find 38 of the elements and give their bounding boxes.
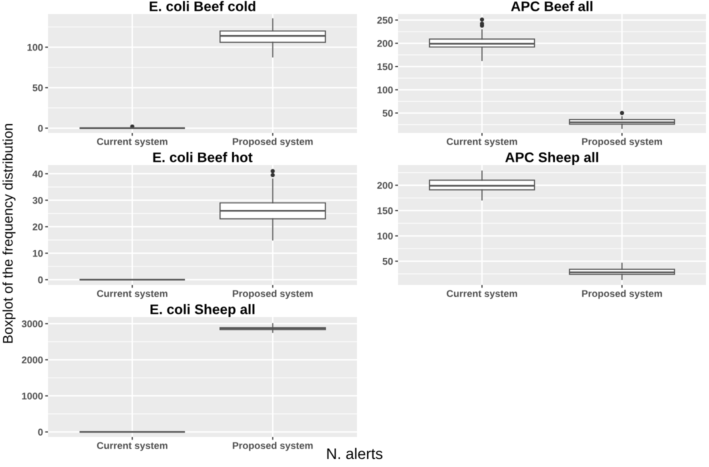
y-tick-label: 200 xyxy=(377,182,393,189)
y-tick-label: 0 xyxy=(38,276,43,284)
y-tick-label: 100 xyxy=(378,86,393,94)
y-tick-label: 10 xyxy=(32,250,43,257)
y-tick-label: 100 xyxy=(28,44,43,51)
chart-title: E. coli Beef cold xyxy=(150,1,256,12)
x-tick-label: Current system xyxy=(97,442,168,451)
y-tick-label: 50 xyxy=(382,258,393,265)
y-tick-label: 100 xyxy=(378,232,393,240)
y-tick-label: 150 xyxy=(378,63,393,70)
x-tick-label: Proposed system xyxy=(582,138,662,147)
x-tick-label: Proposed system xyxy=(232,290,313,299)
y-axis-title: Boxplot of the frequency distribution xyxy=(2,124,16,343)
x-tick-label: Current system xyxy=(97,290,168,299)
y-tick-label: 30 xyxy=(32,196,43,204)
x-tick-label: Proposed system xyxy=(232,138,313,147)
y-tick-label: 40 xyxy=(32,170,43,178)
x-tick-label: Proposed system xyxy=(582,290,662,299)
y-tick-label: 150 xyxy=(378,207,393,214)
x-tick-label: Current system xyxy=(97,138,168,147)
y-tick-label: 250 xyxy=(377,16,393,24)
y-tick-label: 3000 xyxy=(22,320,43,328)
chart-title: APC Sheep all xyxy=(505,152,598,165)
y-tick-label: 200 xyxy=(377,40,393,47)
x-tick-label: Current system xyxy=(446,290,518,299)
y-tick-label: 50 xyxy=(32,84,43,92)
chart-title: E. coli Beef hot xyxy=(153,152,252,162)
y-tick-label: 0 xyxy=(38,428,43,436)
chart-title: E. coli Sheep all xyxy=(150,304,254,317)
y-tick-label: 0 xyxy=(38,124,43,132)
y-tick-label: 2000 xyxy=(22,356,43,364)
y-tick-label: 50 xyxy=(382,110,393,117)
x-tick-label: Current system xyxy=(446,138,518,147)
y-tick-label: 20 xyxy=(32,223,43,230)
x-axis-title: N. alerts xyxy=(327,448,382,460)
x-tick-label: Proposed system xyxy=(232,442,313,451)
y-tick-label: 1000 xyxy=(22,392,43,400)
chart-title: APC Beef all xyxy=(511,1,592,12)
